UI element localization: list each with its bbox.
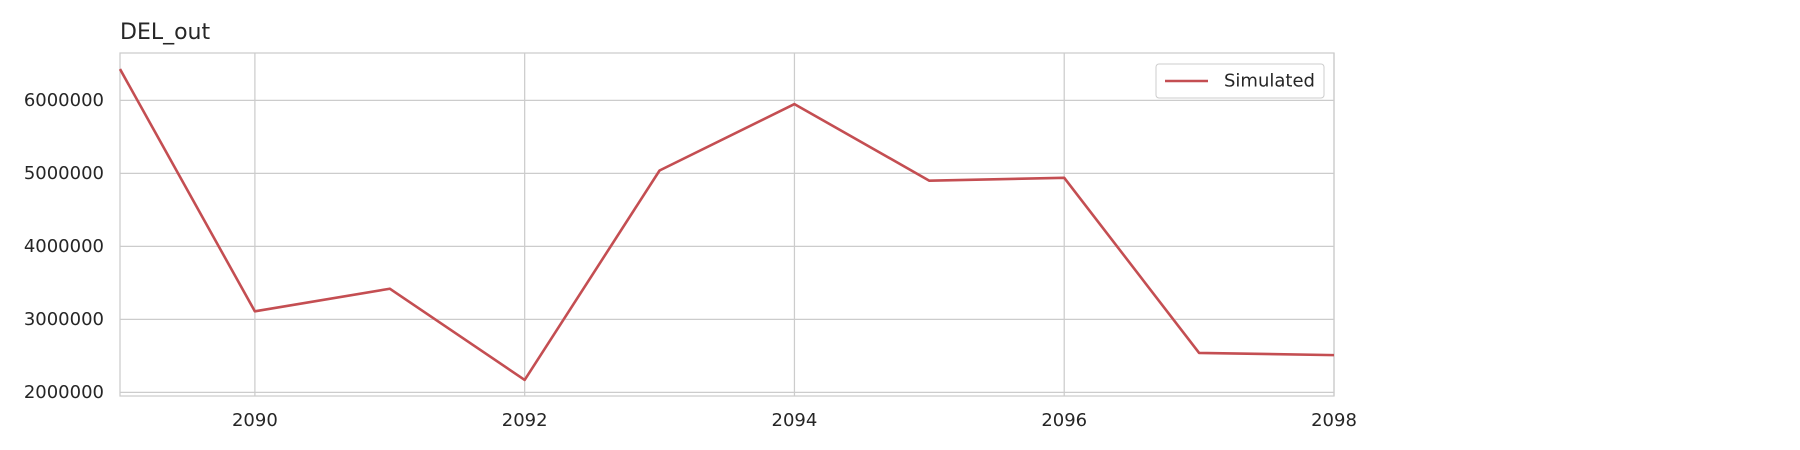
x-tick-label: 2094	[772, 410, 818, 431]
series-layer	[118, 68, 1335, 382]
y-tick-label: 3000000	[24, 309, 104, 330]
legend-label: Simulated	[1224, 71, 1315, 92]
grid	[120, 53, 1335, 396]
plot-area	[119, 52, 1335, 397]
y-tick-label: 6000000	[24, 90, 104, 111]
y-tick-label: 4000000	[24, 236, 104, 257]
y-tick-label: 5000000	[24, 163, 104, 184]
x-tick-label: 2090	[232, 410, 278, 431]
x-tick-label: 2092	[502, 410, 548, 431]
y-tick-label: 2000000	[24, 382, 104, 403]
x-tick-label: 2098	[1311, 410, 1357, 431]
series-line-simulated	[118, 68, 1335, 382]
legend: Simulated	[1155, 63, 1325, 99]
legend-box	[1155, 63, 1325, 99]
x-tick-label: 2096	[1041, 410, 1087, 431]
x-axis: 2090 2092 2094 2096 2098	[232, 410, 1357, 431]
chart-title: DEL_out	[120, 20, 211, 45]
y-axis: 2000000 3000000 4000000 5000000 6000000	[24, 90, 104, 403]
